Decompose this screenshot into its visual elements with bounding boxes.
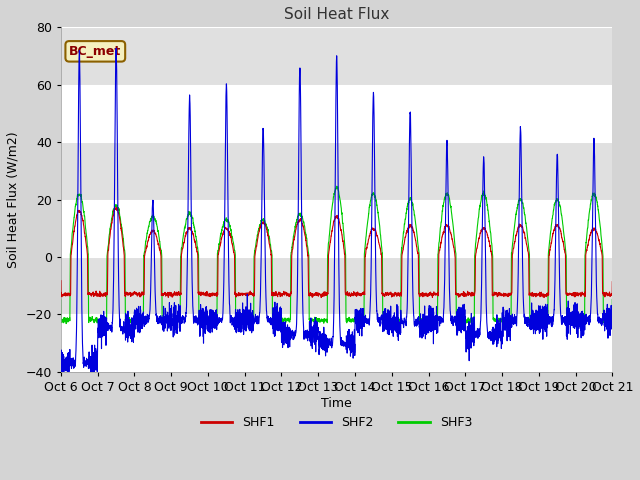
Y-axis label: Soil Heat Flux (W/m2): Soil Heat Flux (W/m2): [7, 131, 20, 268]
Text: BC_met: BC_met: [69, 45, 122, 58]
Bar: [61, 27, 612, 84]
Legend: SHF1, SHF2, SHF3: SHF1, SHF2, SHF3: [196, 411, 477, 434]
Bar: [61, 200, 612, 257]
X-axis label: Time: Time: [321, 396, 352, 409]
Bar: [61, 257, 612, 314]
Bar: [61, 314, 612, 372]
Title: Soil Heat Flux: Soil Heat Flux: [284, 7, 389, 22]
Bar: [61, 84, 612, 142]
Bar: [61, 142, 612, 200]
